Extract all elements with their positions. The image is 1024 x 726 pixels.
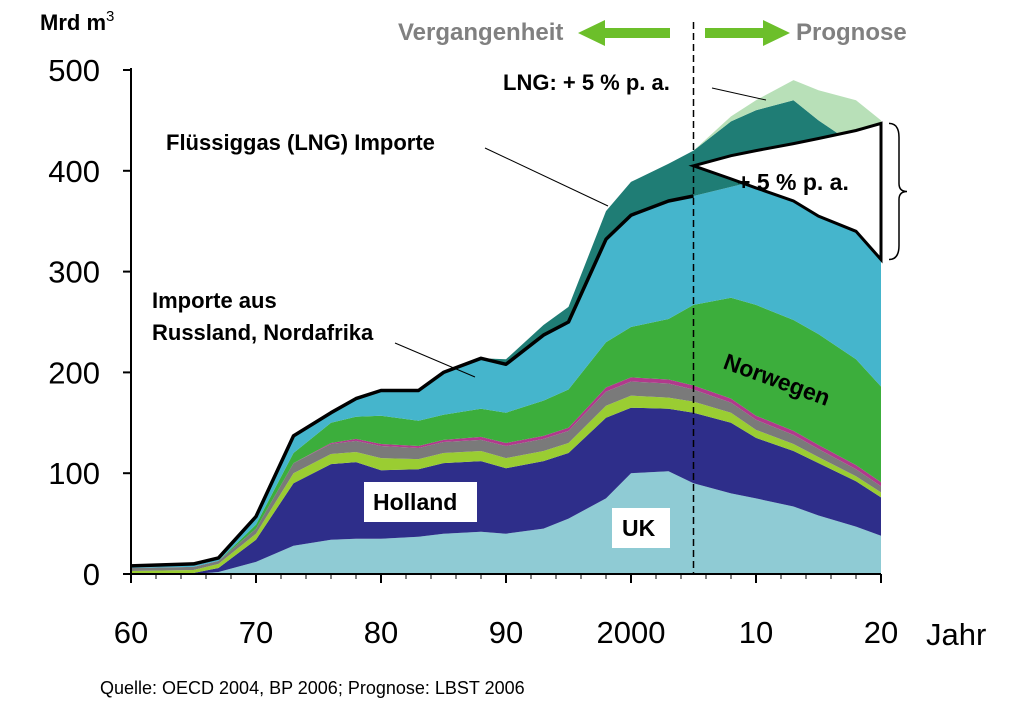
right-arrow-icon [705, 20, 790, 46]
x-tick-label: 20 [864, 615, 898, 650]
y-tick-label: 200 [48, 355, 100, 390]
x-tick-label: 10 [739, 615, 773, 650]
forecast-band [688, 121, 908, 264]
russia-leader [394, 342, 476, 378]
y-tick-label: 500 [48, 53, 100, 88]
x-axis-label: Jahr [926, 617, 986, 652]
lng-imports-label: Flüssiggas (LNG) Importe [166, 130, 435, 155]
band-growth-label: + 5 % p. a. [737, 169, 849, 195]
uk-label: UK [622, 515, 656, 541]
x-tick-label: 90 [489, 615, 523, 650]
x-tick-label: 70 [239, 615, 273, 650]
band-brace [888, 122, 908, 261]
holland-label-box [364, 482, 477, 522]
y-tick-label: 100 [48, 456, 100, 491]
axes: 0 100 200 300 400 500 60 70 80 90 2000 10 20 Jahr [48, 53, 986, 652]
lng-imports-leader [484, 147, 609, 207]
russia-label-2: Russland, Nordafrika [152, 320, 374, 345]
y-tick-label: 0 [83, 557, 100, 592]
source-note: Quelle: OECD 2004, BP 2006; Prognose: LB… [100, 678, 525, 698]
total-line-without-lng [130, 194, 694, 568]
y-tick-label: 300 [48, 255, 100, 290]
area-holland [131, 407, 881, 574]
lng-growth-leader [711, 87, 767, 101]
past-period-label: Vergangenheit [398, 19, 563, 46]
x-tick-label: 60 [114, 615, 148, 650]
total-outline [130, 22, 695, 574]
holland-label: Holland [373, 489, 457, 515]
uk-label-box [612, 508, 670, 548]
forecast-band-area [688, 121, 883, 264]
x-tick-label: 80 [364, 615, 398, 650]
x-tick-label: 2000 [597, 615, 666, 650]
y-tick-label: 400 [48, 154, 100, 189]
left-arrow-icon [578, 20, 670, 46]
forecast-period-label: Prognose [796, 19, 907, 46]
lng-growth-label: LNG: + 5 % p. a. [503, 70, 670, 95]
y-unit-label: Mrd m3 [40, 8, 114, 35]
russia-label-1: Importe aus [152, 288, 277, 313]
